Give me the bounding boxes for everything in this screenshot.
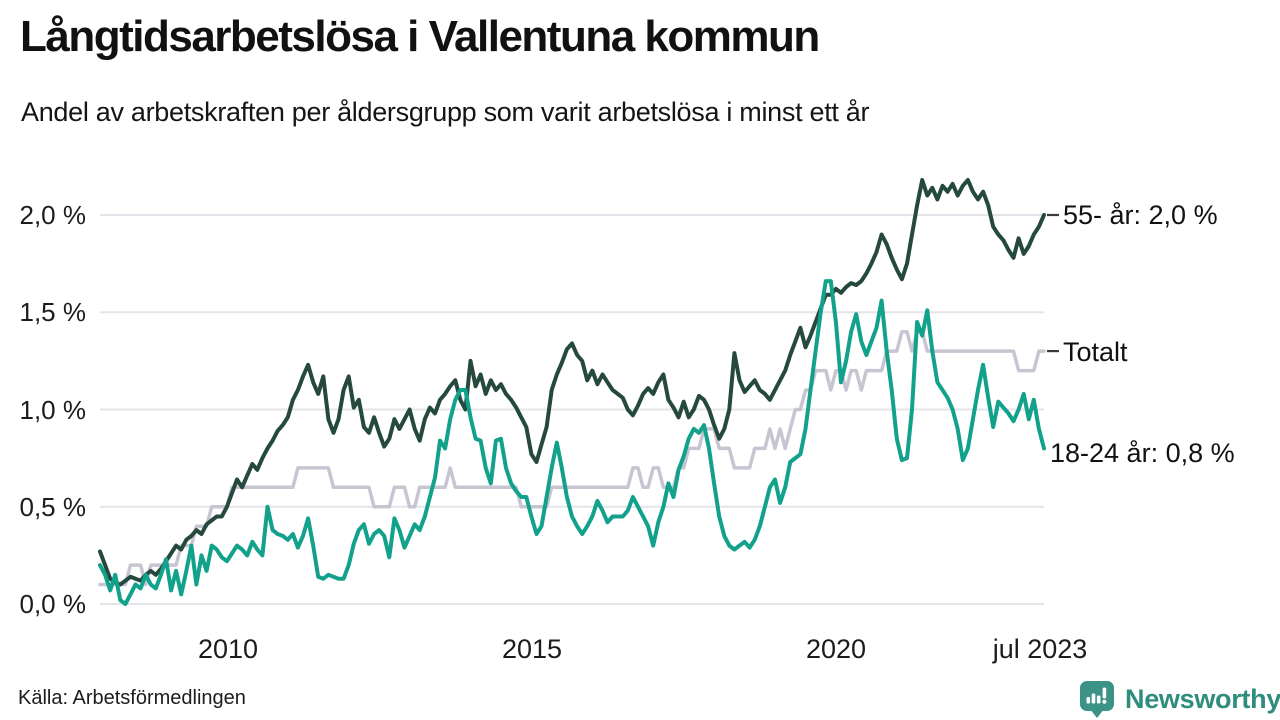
y-tick-label: 2,0 % (19, 200, 87, 230)
page-subtitle: Andel av arbetskraften per åldersgrupp s… (21, 97, 870, 127)
newsworthy-logo-icon (1078, 679, 1116, 719)
gridlines (100, 214, 1044, 605)
y-tick-label: 1,0 % (19, 395, 87, 425)
series-label-55: 55- år: 2,0 % (1063, 200, 1218, 230)
y-tick-label: 0,0 % (19, 589, 87, 619)
x-tick-label: 2020 (805, 634, 867, 664)
y-tick-label: 1,5 % (19, 297, 87, 327)
y-tick-label: 0,5 % (19, 492, 87, 522)
page-title: Långtidsarbetslösa i Vallentuna kommun (20, 12, 820, 61)
source-note: Källa: Arbetsförmedlingen (18, 687, 246, 709)
series-label-18-24: 18-24 år: 0,8 % (1050, 438, 1235, 468)
x-tick-label: jul 2023 (992, 634, 1088, 664)
newsworthy-brand: Newsworthy (1078, 679, 1280, 719)
series-label-totalt: Totalt (1063, 337, 1128, 367)
x-tick-label: 2015 (501, 634, 563, 664)
series-lines (98, 178, 1046, 606)
x-tick-label: 2010 (197, 634, 259, 664)
end-label-ticks (1047, 213, 1059, 353)
newsworthy-wordmark: Newsworthy (1125, 683, 1280, 714)
